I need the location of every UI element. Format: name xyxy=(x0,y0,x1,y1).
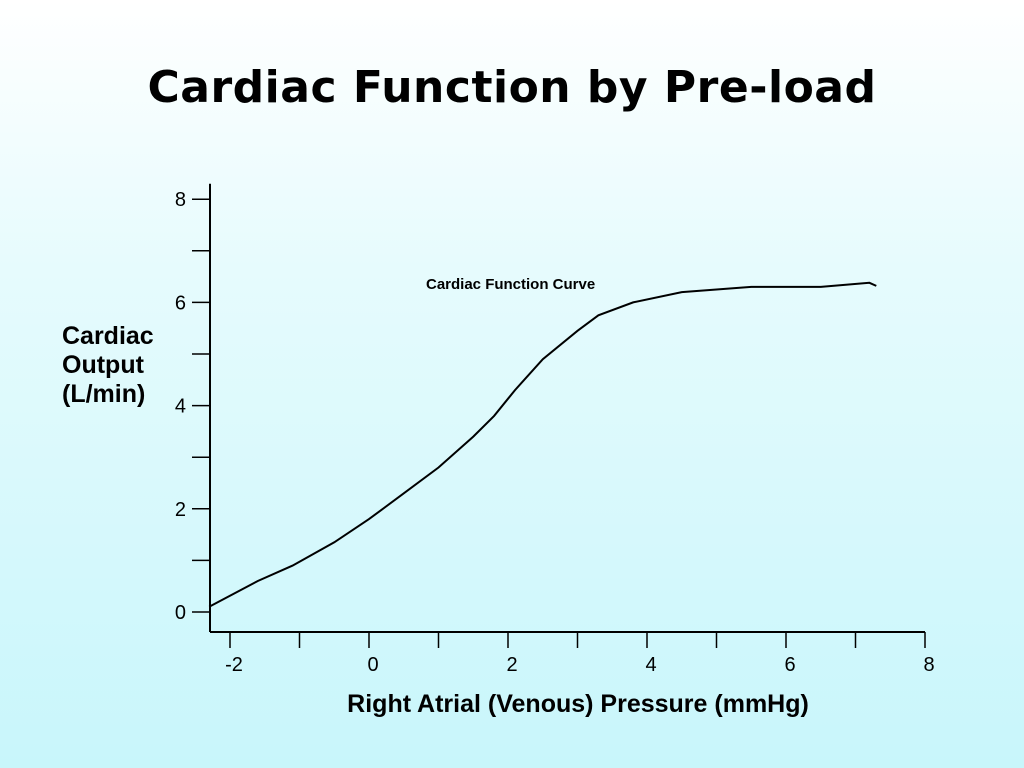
x-tick-label: 2 xyxy=(506,654,517,676)
y-tick-label: 0 xyxy=(175,602,186,624)
series-annotation: Cardiac Function Curve xyxy=(426,276,595,293)
y-tick-label: 2 xyxy=(175,499,186,521)
y-axis-label-line: Output xyxy=(62,351,144,379)
y-axis-label: Cardiac Output (L/min) xyxy=(62,322,154,409)
ticks: 0 2 4 6 8 -2 0 2 4 6 8 xyxy=(175,189,935,676)
y-tick-label: 4 xyxy=(175,396,186,418)
x-axis-label: Right Atrial (Venous) Pressure (mmHg) xyxy=(347,690,809,718)
x-tick-label: 6 xyxy=(784,654,795,676)
y-axis-label-line: (L/min) xyxy=(62,380,146,408)
y-axis-label-line: Cardiac xyxy=(62,322,154,350)
x-tick-label: 8 xyxy=(923,654,934,676)
x-tick-label: 0 xyxy=(367,654,378,676)
series-line xyxy=(208,281,877,608)
page-title: Cardiac Function by Pre-load xyxy=(147,62,877,113)
y-tick-label: 6 xyxy=(175,292,186,314)
x-tick-label: 4 xyxy=(645,654,656,676)
x-tick-label: -2 xyxy=(225,654,243,676)
y-tick-label: 8 xyxy=(175,189,186,211)
axes xyxy=(209,183,925,633)
